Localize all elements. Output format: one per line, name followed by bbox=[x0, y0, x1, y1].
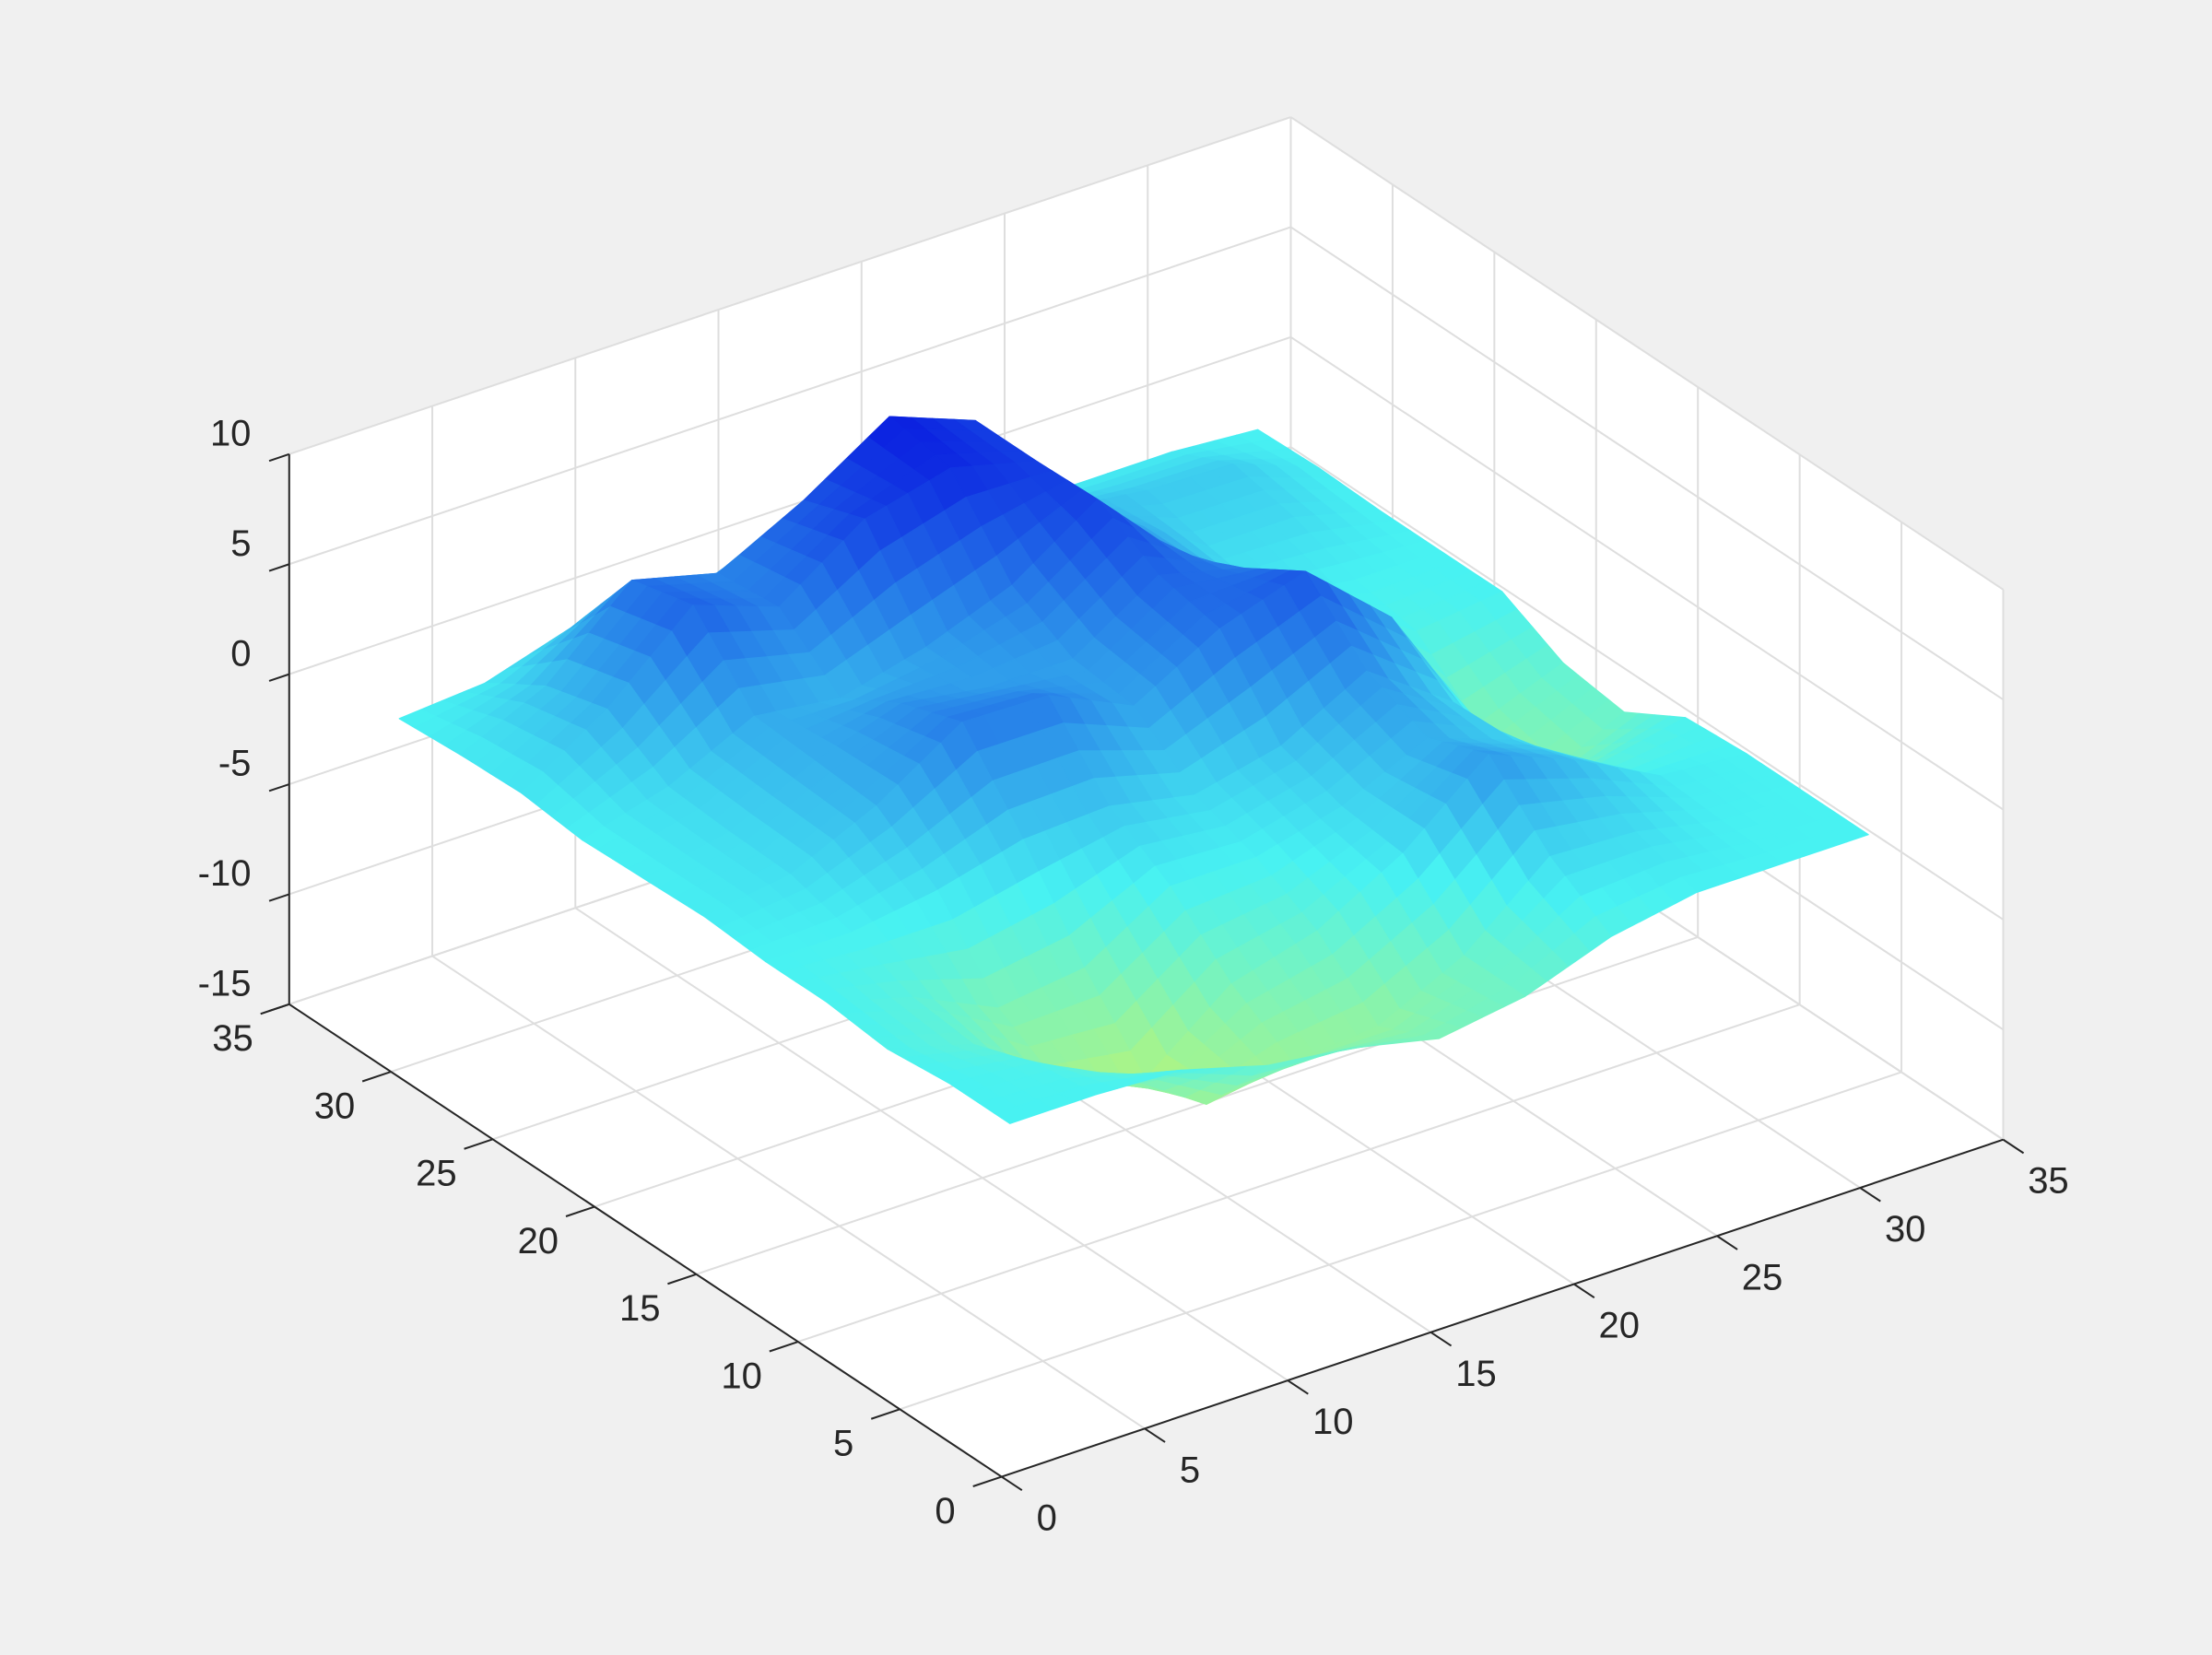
z-tick bbox=[268, 452, 290, 463]
z-tick bbox=[268, 893, 290, 902]
y-tick bbox=[667, 1273, 697, 1285]
z-tick bbox=[268, 1003, 290, 1013]
x-tick-label: 15 bbox=[1455, 1354, 1497, 1394]
grid-line bbox=[288, 226, 1291, 566]
x-tick bbox=[1573, 1283, 1595, 1298]
y-tick-label: 20 bbox=[518, 1221, 559, 1262]
x-tick-label: 25 bbox=[1742, 1257, 1783, 1297]
x-tick bbox=[1859, 1187, 1881, 1203]
y-axis bbox=[288, 1003, 1003, 1478]
y-tick bbox=[361, 1071, 392, 1083]
grid-line bbox=[1289, 335, 2005, 811]
x-tick bbox=[1001, 1475, 1023, 1492]
z-tick-label: 5 bbox=[230, 523, 251, 564]
grid-line bbox=[288, 335, 1291, 675]
y-tick-label: 10 bbox=[721, 1356, 762, 1396]
z-tick bbox=[268, 673, 290, 682]
z-tick-label: 10 bbox=[210, 414, 252, 454]
grid-line bbox=[431, 955, 1146, 1430]
z-tick-label: 0 bbox=[230, 633, 251, 674]
grid-line bbox=[899, 1071, 1902, 1411]
grid-line bbox=[797, 1004, 1800, 1343]
x-tick bbox=[1144, 1427, 1166, 1443]
z-tick bbox=[268, 783, 290, 792]
y-tick bbox=[972, 1475, 1003, 1487]
grid-line bbox=[1289, 446, 2005, 921]
x-tick-label: 0 bbox=[1037, 1498, 1057, 1539]
y-tick bbox=[769, 1341, 799, 1353]
grid-line bbox=[574, 907, 1288, 1381]
x-tick bbox=[2002, 1138, 2025, 1155]
y-tick-label: 5 bbox=[833, 1424, 853, 1464]
y-tick-label: 25 bbox=[416, 1154, 457, 1194]
y-tick-label: 30 bbox=[314, 1086, 356, 1126]
y-tick-label: 0 bbox=[935, 1491, 955, 1532]
x-tick-label: 20 bbox=[1598, 1306, 1640, 1346]
x-axis bbox=[1001, 1138, 2004, 1478]
grid-line bbox=[696, 936, 1699, 1275]
x-tick-label: 35 bbox=[2028, 1161, 2069, 1202]
x-tick-label: 5 bbox=[1180, 1450, 1200, 1490]
x-tick bbox=[1430, 1331, 1453, 1347]
y-tick-label: 15 bbox=[619, 1288, 661, 1329]
side-wall bbox=[1290, 117, 2004, 1140]
z-tick-label: -10 bbox=[198, 853, 252, 894]
x-tick bbox=[1287, 1379, 1309, 1395]
y-tick bbox=[565, 1205, 595, 1217]
surface-patch bbox=[994, 1106, 1032, 1124]
z-tick bbox=[268, 563, 290, 572]
y-tick-label: 35 bbox=[212, 1018, 253, 1059]
z-tick-label: -5 bbox=[218, 744, 252, 784]
grid-line bbox=[288, 116, 1291, 455]
x-tick bbox=[1716, 1235, 1738, 1250]
y-tick bbox=[464, 1138, 493, 1150]
x-tick-label: 30 bbox=[1885, 1209, 1926, 1250]
x-tick-label: 10 bbox=[1312, 1402, 1354, 1442]
z-tick-label: -15 bbox=[198, 963, 252, 1004]
y-tick bbox=[870, 1408, 900, 1420]
grid-line bbox=[1289, 226, 2005, 701]
grid-line bbox=[1289, 116, 2005, 591]
